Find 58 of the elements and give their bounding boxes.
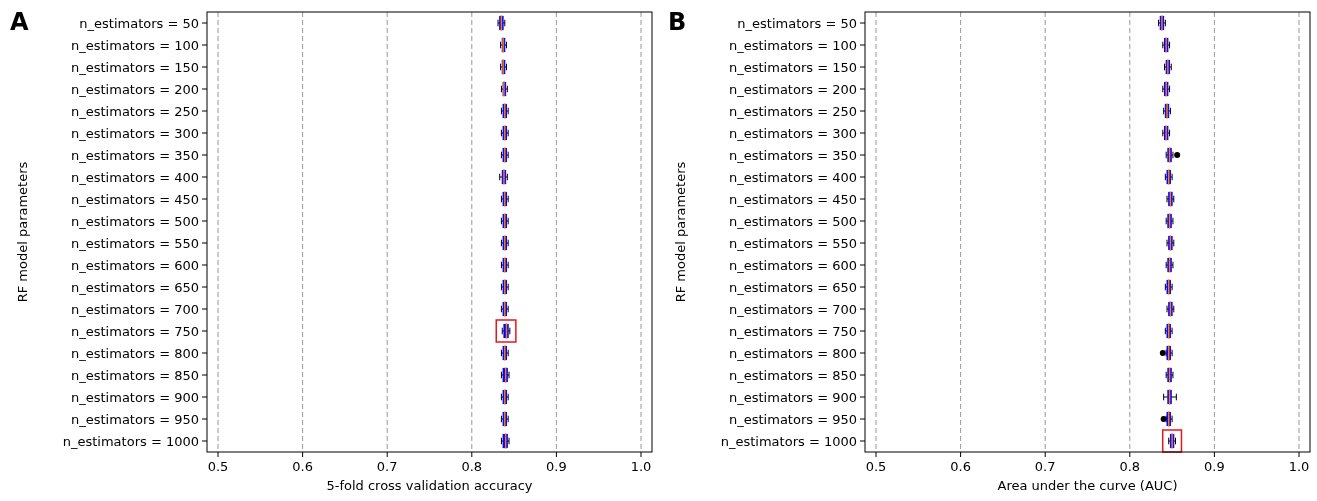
y-tick-label: n_estimators = 300 (729, 125, 857, 141)
y-tick-label: n_estimators = 100 (729, 37, 857, 53)
x-tick-label: 0.9 (546, 459, 567, 474)
x-tick-label: 0.5 (865, 459, 887, 474)
y-tick-label: n_estimators = 800 (729, 345, 857, 361)
y-tick-label: n_estimators = 750 (729, 323, 857, 339)
x-tick-label: 0.6 (950, 459, 971, 474)
x-tick-label: 0.6 (292, 459, 313, 474)
y-tick-label: n_estimators = 950 (729, 411, 857, 427)
y-tick-label: n_estimators = 500 (729, 213, 857, 229)
chart-title: A (10, 8, 29, 36)
y-tick-label: n_estimators = 1000 (62, 433, 199, 449)
y-tick-label: n_estimators = 850 (729, 367, 857, 383)
y-tick-label: n_estimators = 500 (71, 213, 199, 229)
y-tick-label: n_estimators = 350 (729, 147, 857, 163)
x-tick-label: 0.7 (1034, 459, 1056, 474)
y-tick-label: n_estimators = 200 (729, 81, 857, 97)
y-axis-title: RF model parameters (673, 161, 688, 303)
y-tick-label: n_estimators = 150 (729, 59, 857, 75)
y-tick-label: n_estimators = 100 (71, 37, 199, 53)
x-tick-label: 1.0 (630, 459, 652, 474)
y-tick-label: n_estimators = 350 (71, 147, 199, 163)
x-axis-title: Area under the curve (AUC) (997, 478, 1178, 493)
y-axis-title: RF model parameters (15, 161, 30, 303)
x-tick-label: 0.5 (207, 459, 229, 474)
x-axis-title: 5-fold cross validation accuracy (326, 478, 533, 493)
y-tick-label: n_estimators = 300 (71, 125, 199, 141)
y-tick-label: n_estimators = 50 (79, 15, 199, 31)
y-tick-label: n_estimators = 200 (71, 81, 199, 97)
y-tick-label: n_estimators = 700 (71, 301, 199, 317)
x-tick-label: 0.8 (1119, 459, 1141, 474)
y-tick-label: n_estimators = 550 (729, 235, 857, 251)
y-tick-label: n_estimators = 900 (71, 389, 199, 405)
y-tick-label: n_estimators = 1000 (720, 433, 857, 449)
y-tick-label: n_estimators = 250 (71, 103, 199, 119)
y-tick-label: n_estimators = 750 (71, 323, 199, 339)
y-tick-label: n_estimators = 950 (71, 411, 199, 427)
x-tick-label: 0.9 (1204, 459, 1225, 474)
y-tick-label: n_estimators = 800 (71, 345, 199, 361)
y-tick-label: n_estimators = 250 (729, 103, 857, 119)
y-tick-label: n_estimators = 650 (71, 279, 199, 295)
y-tick-label: n_estimators = 400 (71, 169, 199, 185)
y-tick-label: n_estimators = 650 (729, 279, 857, 295)
y-tick-label: n_estimators = 600 (729, 257, 857, 273)
y-tick-label: n_estimators = 400 (729, 169, 857, 185)
y-tick-label: n_estimators = 150 (71, 59, 199, 75)
y-tick-label: n_estimators = 850 (71, 367, 199, 383)
x-tick-label: 0.7 (376, 459, 398, 474)
y-tick-label: n_estimators = 50 (737, 15, 857, 31)
x-tick-label: 1.0 (1288, 459, 1310, 474)
y-tick-label: n_estimators = 450 (729, 191, 857, 207)
chart-title: B (668, 8, 687, 36)
y-tick-label: n_estimators = 900 (729, 389, 857, 405)
y-tick-label: n_estimators = 700 (729, 301, 857, 317)
x-tick-label: 0.8 (461, 459, 483, 474)
y-tick-label: n_estimators = 600 (71, 257, 199, 273)
y-tick-label: n_estimators = 450 (71, 191, 199, 207)
y-tick-label: n_estimators = 550 (71, 235, 199, 251)
